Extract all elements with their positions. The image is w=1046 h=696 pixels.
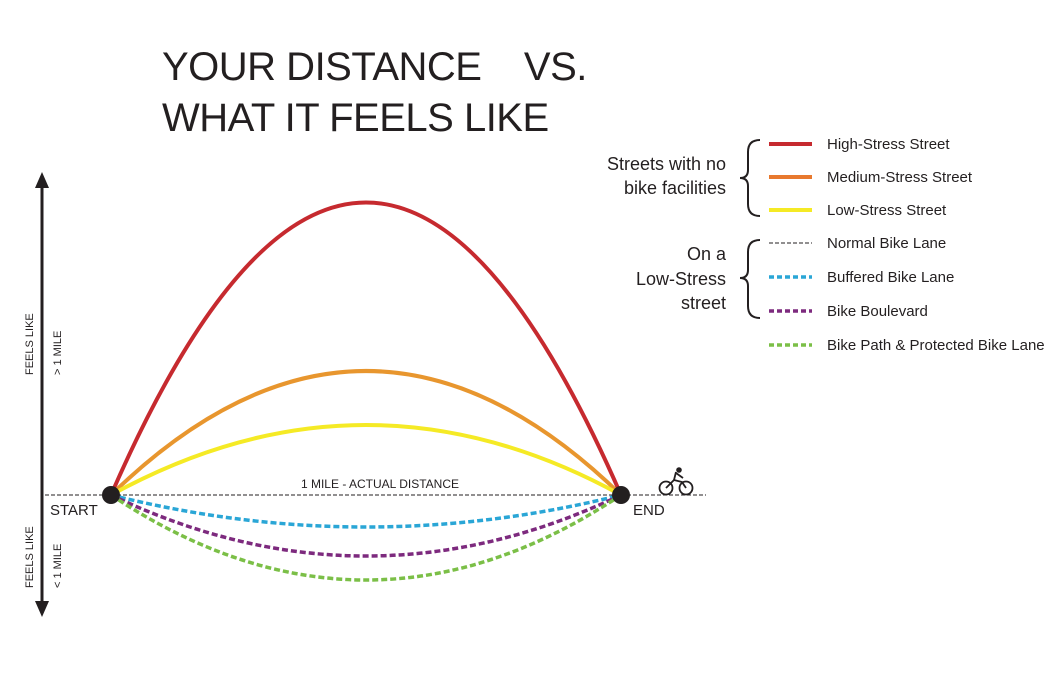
curve-low-stress-street	[110, 423, 622, 497]
legend-group2-line1: On a	[687, 244, 727, 264]
end-label: END	[633, 502, 665, 519]
curve-bike-path-protected-lane	[110, 493, 622, 582]
legend-label-low-stress: Low-Stress Street	[827, 202, 947, 219]
legend-brace-low-stress	[739, 239, 761, 319]
legend-label-normal-bike-lane: Normal Bike Lane	[827, 235, 946, 252]
end-point	[612, 486, 630, 504]
legend-label-buffered-bike-lane: Buffered Bike Lane	[827, 269, 954, 286]
feels-like-more-label-2: > 1 MILE	[52, 331, 64, 375]
title-line-2: WHAT IT FEELS LIKE	[162, 96, 549, 140]
feels-like-less-label-1: FEELS LIKE	[24, 526, 36, 588]
title-line-1: YOUR DISTANCE VS.	[162, 45, 587, 89]
legend-group1-line2: bike facilities	[624, 178, 726, 198]
feels-like-less-label-2: < 1 MILE	[52, 544, 64, 588]
legend-group1-line1: Streets with no	[607, 154, 726, 174]
legend-label-bike-boulevard: Bike Boulevard	[827, 303, 928, 320]
legend-group2-line3: street	[681, 293, 726, 313]
curve-high-stress-street	[109, 200, 623, 496]
curve-bike-boulevard	[110, 493, 622, 558]
cyclist-icon	[658, 467, 694, 496]
start-label: START	[50, 502, 98, 519]
legend-label-high-stress: High-Stress Street	[827, 136, 950, 153]
legend-label-medium-stress: Medium-Stress Street	[827, 169, 973, 186]
feels-like-more-label-1: FEELS LIKE	[24, 313, 36, 375]
legend-brace-streets	[739, 139, 761, 217]
curve-medium-stress-street	[109, 369, 623, 497]
legend-group2-line2: Low-Stress	[636, 269, 726, 289]
baseline-label: 1 MILE - ACTUAL DISTANCE	[301, 477, 459, 491]
legend-label-bike-path: Bike Path & Protected Bike Lane	[827, 337, 1045, 354]
vertical-axis-arrow	[35, 172, 49, 617]
curve-buffered-bike-lane	[110, 493, 622, 529]
start-point	[102, 486, 120, 504]
